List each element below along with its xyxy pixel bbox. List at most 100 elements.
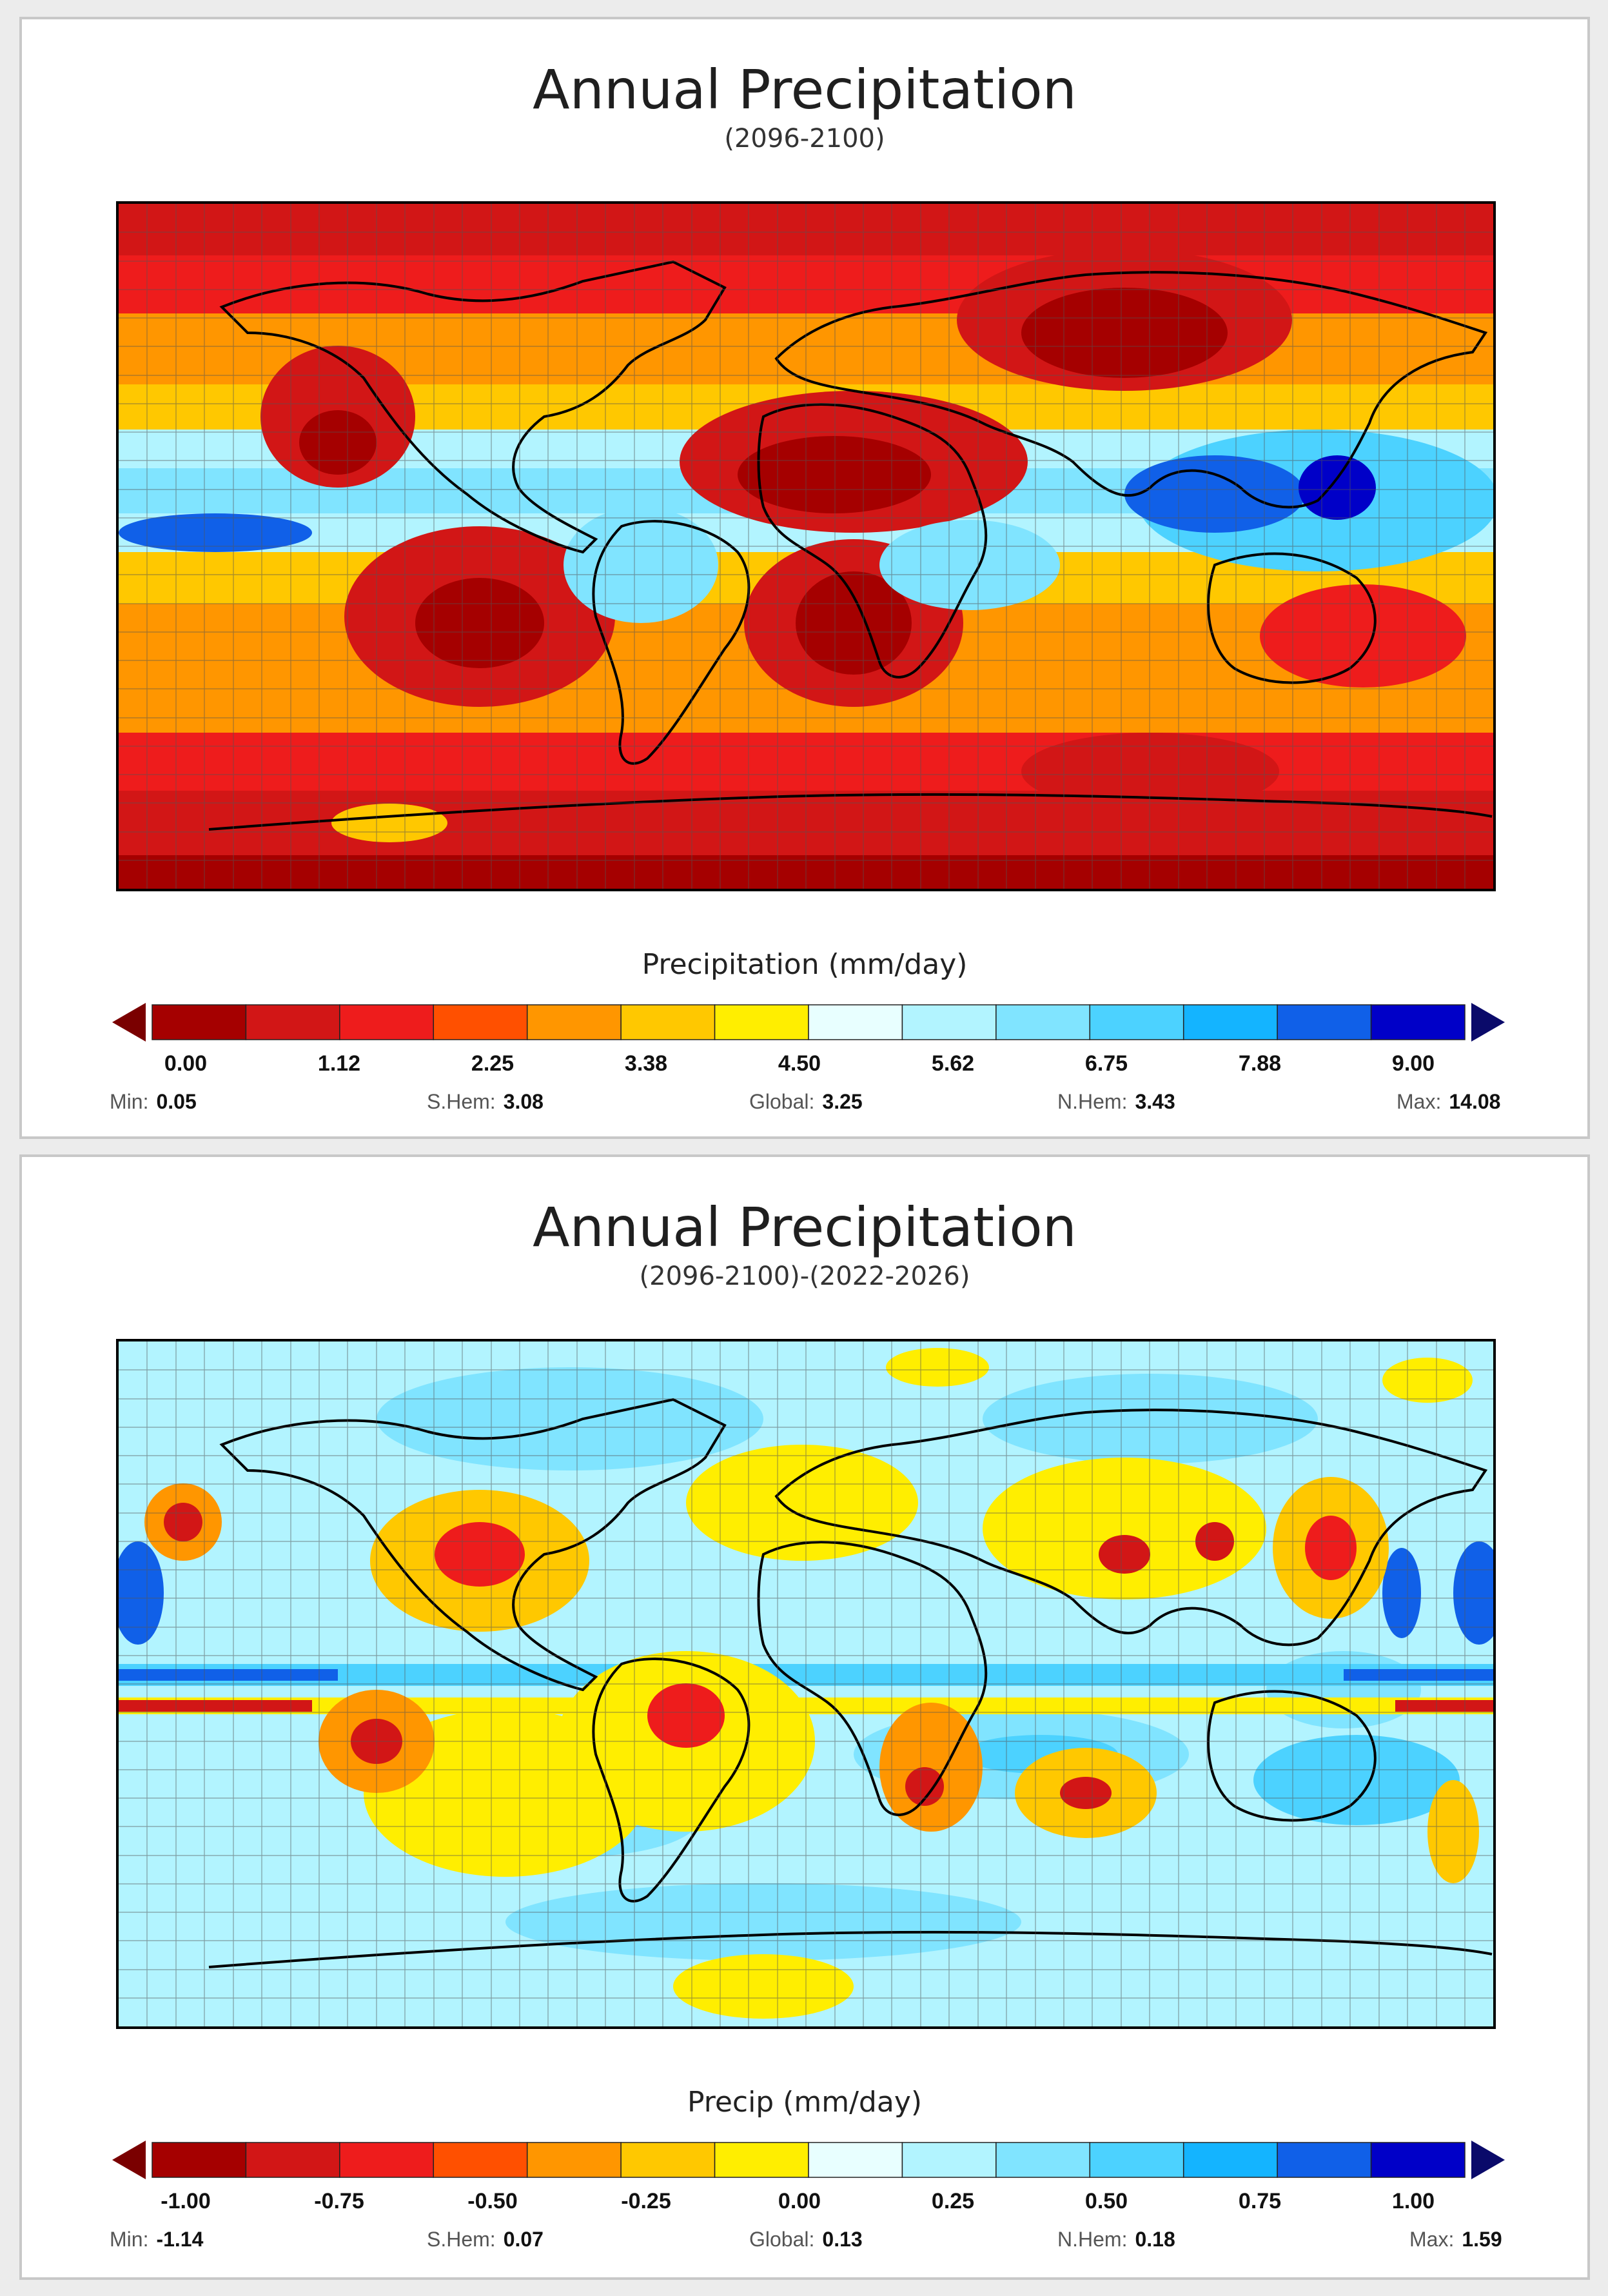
- tick-label: 1.00: [1391, 2189, 1435, 2213]
- colorbar-over-arrow: [1471, 2141, 1505, 2179]
- stat-global-label: Global:: [749, 1090, 815, 1113]
- colorbar-cell: [526, 1004, 622, 1040]
- tick-label: 2.25: [471, 1051, 515, 1076]
- map-region: [983, 1374, 1318, 1464]
- tick-label: 7.88: [1238, 1051, 1282, 1076]
- tick-label: -0.50: [467, 2189, 518, 2213]
- stat-global: Global: 0.13: [749, 2228, 863, 2251]
- stat-global-value: 3.25: [822, 1090, 863, 1113]
- colorbar-cell: [1182, 1004, 1278, 1040]
- map-region: [1260, 584, 1466, 688]
- stat-min-label: Min:: [110, 2228, 149, 2251]
- map-band: [119, 1700, 312, 1712]
- stat-shem-value: 3.08: [503, 1090, 544, 1113]
- stat-nhem-value: 3.43: [1135, 1090, 1175, 1113]
- stat-min-value: 0.05: [156, 1090, 197, 1113]
- tick-label: 1.12: [317, 1051, 361, 1076]
- stat-shem-label: S.Hem:: [427, 1090, 496, 1113]
- stat-nhem-label: N.Hem:: [1057, 1090, 1128, 1113]
- map-region: [738, 436, 931, 513]
- tick-label: 9.00: [1391, 1051, 1435, 1076]
- map-region: [505, 1883, 1021, 1961]
- tick-label: 3.38: [624, 1051, 668, 1076]
- lat-lon-grid: [119, 204, 1493, 889]
- colorbar-cell: [714, 1004, 809, 1040]
- map-svg: [119, 1341, 1493, 2026]
- colorbar: [112, 2137, 1505, 2182]
- map-region: [119, 513, 312, 552]
- colorbar-cell: [1370, 2142, 1466, 2178]
- map-region: [1021, 733, 1279, 810]
- lat-lon-grid: [119, 1341, 1493, 2026]
- tick-label: -0.25: [621, 2189, 671, 2213]
- panel-title: Annual Precipitation: [533, 58, 1077, 121]
- map-region: [119, 1541, 164, 1645]
- colorbar-cell: [808, 2142, 903, 2178]
- map-region: [1299, 455, 1376, 520]
- colorbar-cell: [152, 1004, 247, 1040]
- map-region: [905, 1767, 944, 1806]
- tick-label: 6.75: [1084, 1051, 1128, 1076]
- tick-label: 0.00: [164, 1051, 208, 1076]
- world-map[interactable]: [116, 201, 1496, 891]
- map-region: [647, 1683, 725, 1748]
- colorbar-svg: [112, 1003, 1505, 1042]
- panel-subtitle: (2096-2100): [724, 124, 885, 153]
- stat-max: Max: 14.08: [1397, 1090, 1500, 1114]
- map-band: [1344, 1669, 1493, 1681]
- panel-title: Annual Precipitation: [533, 1196, 1077, 1259]
- stat-shem: S.Hem: 3.08: [427, 1090, 544, 1114]
- map-region: [686, 1445, 918, 1561]
- panel-subtitle: (2096-2100)-(2022-2026): [639, 1262, 970, 1291]
- colorbar: [112, 1000, 1505, 1045]
- colorbar-label: Precipitation (mm/day): [642, 948, 968, 981]
- tick-label: 0.75: [1238, 2189, 1282, 2213]
- map-region: [564, 507, 718, 623]
- tick-label: -0.75: [314, 2189, 364, 2213]
- map-region: [886, 1348, 989, 1387]
- stat-max-value: 1.59: [1462, 2228, 1502, 2251]
- stat-nhem-value: 0.18: [1135, 2228, 1175, 2251]
- precipitation-change-map-panel: Annual Precipitation (2096-2100)-(2022-2…: [19, 1154, 1590, 2280]
- colorbar-cell: [901, 1004, 997, 1040]
- map-region: [1382, 1548, 1421, 1638]
- colorbar-cell: [433, 2142, 528, 2178]
- stat-min: Min: 0.05: [110, 1090, 197, 1114]
- colorbar-cell: [995, 2142, 1091, 2178]
- stat-global-label: Global:: [749, 2228, 815, 2251]
- colorbar-cell: [526, 2142, 622, 2178]
- stat-shem-label: S.Hem:: [427, 2228, 496, 2251]
- stat-global: Global: 3.25: [749, 1090, 863, 1114]
- world-map[interactable]: [116, 1339, 1496, 2029]
- map-region: [1021, 288, 1228, 378]
- colorbar-cell: [620, 1004, 716, 1040]
- map-region: [377, 1367, 763, 1470]
- stat-nhem: N.Hem: 3.43: [1057, 1090, 1175, 1114]
- stat-max: Max: 1.59: [1409, 2228, 1502, 2251]
- map-region: [1427, 1780, 1479, 1883]
- map-region: [1124, 455, 1305, 533]
- map-region: [164, 1503, 202, 1541]
- precipitation-map-panel: Annual Precipitation (2096-2100): [19, 17, 1590, 1139]
- stat-nhem: N.Hem: 0.18: [1057, 2228, 1175, 2251]
- stat-min: Min: -1.14: [110, 2228, 203, 2251]
- colorbar-svg: [112, 2141, 1505, 2179]
- colorbar-cell: [339, 1004, 435, 1040]
- colorbar-cell: [245, 2142, 340, 2178]
- map-region: [1453, 1541, 1493, 1645]
- colorbar-cell: [245, 1004, 340, 1040]
- colorbar-under-arrow: [112, 1003, 146, 1042]
- colorbar-label: Precip (mm/day): [687, 2086, 923, 2119]
- stat-max-label: Max:: [1397, 1090, 1442, 1113]
- colorbar-cell: [1370, 1004, 1466, 1040]
- map-region: [1382, 1358, 1473, 1403]
- colorbar-cell: [339, 2142, 435, 2178]
- colorbar-cell: [995, 1004, 1091, 1040]
- stat-shem-value: 0.07: [503, 2228, 544, 2251]
- colorbar-cell: [1277, 1004, 1372, 1040]
- stat-min-value: -1.14: [156, 2228, 204, 2251]
- colorbar-over-arrow: [1471, 1003, 1505, 1042]
- map-region: [1099, 1535, 1150, 1574]
- summary-stats: Min: -1.14 S.Hem: 0.07 Global: 0.13 N.Hem: 0…: [22, 2228, 1587, 2260]
- colorbar-under-arrow: [112, 2141, 146, 2179]
